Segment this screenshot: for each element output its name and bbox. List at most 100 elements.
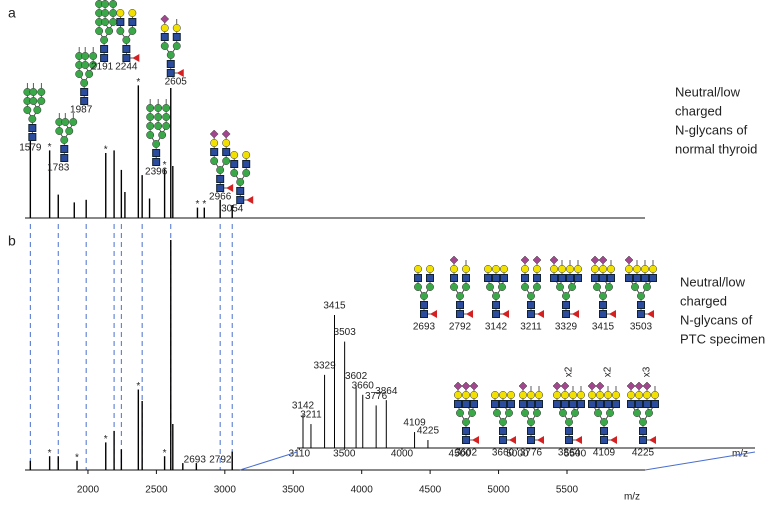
glycan-glcnac [565, 427, 573, 435]
glycan-sialic [160, 14, 170, 24]
x-tick-label: 3500 [333, 449, 356, 460]
glycan-hexose [612, 391, 620, 399]
glycan-hexose [596, 391, 604, 399]
glycan-hexose [499, 391, 507, 399]
multiplier-label: x2 [564, 366, 575, 377]
glycan-fucose [466, 310, 473, 318]
glycan-sialic [469, 381, 479, 391]
glycan-hexose [633, 265, 641, 273]
glycan-hexose [568, 283, 576, 291]
glycan-glcnac [80, 97, 89, 105]
glycan-hexose [643, 283, 651, 291]
glycan-hexose [236, 178, 245, 186]
glycan-hexose [454, 391, 462, 399]
glycan-hexose [81, 52, 90, 60]
glycan-hexose [55, 127, 64, 135]
glycan-glcnac [28, 133, 37, 141]
glycan-glcnac [633, 274, 641, 282]
glycan-hexose [89, 52, 98, 60]
glycan-hexose [116, 9, 125, 17]
peak-label: 3503 [334, 327, 357, 338]
glycan-hexose [158, 131, 167, 139]
x-tick-label: 4000 [351, 485, 374, 496]
glycan-hexose [60, 136, 69, 144]
asterisk: * [75, 452, 79, 463]
glycan-glcnac [625, 274, 633, 282]
glycan-glcnac [152, 149, 161, 157]
glycan-glcnac [100, 54, 109, 62]
x-tick-label: 3000 [214, 485, 237, 496]
glycan-glcnac [596, 400, 604, 408]
glycan-glcnac [600, 427, 608, 435]
glycan-sialic [518, 381, 528, 391]
glycan-hexose [574, 265, 582, 273]
glycan-hexose [172, 42, 181, 50]
glycan-glcnac [591, 274, 599, 282]
glycan-glcnac [637, 310, 645, 318]
side-note: N-glycans of [680, 312, 753, 327]
glycan-label: 3602 [455, 448, 478, 459]
glycan-glcnac [492, 301, 500, 309]
glycan-glcnac [519, 400, 527, 408]
peak-label: 3142 [292, 400, 315, 411]
glycan-sialic [624, 255, 634, 265]
glycan-fucose [430, 310, 437, 318]
glycan-hexose [450, 265, 458, 273]
glycan-hexose [593, 283, 601, 291]
glycan-glcnac [599, 310, 607, 318]
inset-connector [644, 451, 756, 471]
glycan-hexose [561, 391, 569, 399]
glycan-hexose [100, 36, 109, 44]
glycan-glcnac [500, 274, 508, 282]
glycan-hexose [420, 292, 428, 300]
glycan-hexose [605, 283, 613, 291]
peak-label: 1987 [70, 105, 93, 116]
x-tick-label: 2500 [145, 485, 168, 496]
glycan-glcnac [635, 400, 643, 408]
glycan-hexose [462, 265, 470, 273]
glycan-fucose [226, 184, 234, 192]
glycan-hexose [166, 51, 175, 59]
glycan-sialic [560, 381, 570, 391]
glycan-hexose [521, 265, 529, 273]
glycan-sialic [532, 255, 542, 265]
glycan-hexose [519, 391, 527, 399]
glycan-sialic [590, 255, 600, 265]
peak-label: 2792 [209, 455, 232, 466]
glycan-label: 3660 [492, 448, 515, 459]
glycan-hexose [468, 409, 476, 417]
peak-label: 2605 [165, 77, 188, 88]
glycan-hexose [242, 151, 251, 159]
glycan-glcnac [561, 400, 569, 408]
x-tick-label: 4500 [449, 449, 472, 460]
peak-label: 2966 [209, 192, 232, 203]
asterisk: * [48, 448, 52, 459]
glycan-glcnac [535, 400, 543, 408]
glycan-glcnac [639, 436, 647, 444]
glycan-hexose [600, 418, 608, 426]
glycan-hexose [492, 292, 500, 300]
glycan-sialic [461, 381, 471, 391]
glycan-hexose [222, 157, 231, 165]
glycan-hexose [535, 391, 543, 399]
glycan-sialic [642, 381, 652, 391]
glycan-label: 3415 [592, 322, 615, 333]
glycan-hexose [550, 265, 558, 273]
glycan-hexose [69, 118, 78, 126]
glycan-fucose [509, 436, 516, 444]
glycan-hexose [521, 409, 529, 417]
glycan-glcnac [116, 18, 125, 26]
side-note: N-glycans of [675, 122, 748, 137]
glycan-glcnac [527, 310, 535, 318]
glycan-hexose [154, 113, 163, 121]
multiplier-label: x3 [642, 366, 653, 377]
x-tick-label: 5000 [487, 485, 510, 496]
glycan-glcnac [527, 301, 535, 309]
glycan-glcnac [612, 400, 620, 408]
glycan-hexose [645, 409, 653, 417]
glycan-label: 2792 [449, 322, 472, 333]
glycan-glcnac [128, 18, 137, 26]
glycan-sialic [587, 381, 597, 391]
glycan-hexose [651, 391, 659, 399]
glycan-hexose [553, 391, 561, 399]
